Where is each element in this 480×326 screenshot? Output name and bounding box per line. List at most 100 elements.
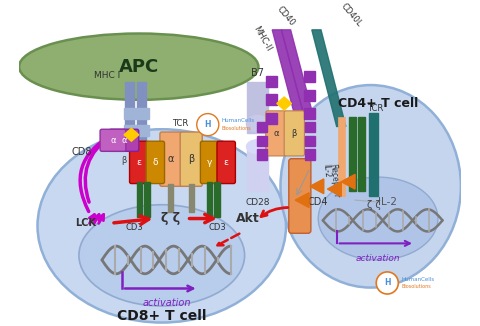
- FancyBboxPatch shape: [284, 111, 304, 156]
- Polygon shape: [277, 97, 291, 110]
- Bar: [258, 82, 268, 133]
- Polygon shape: [281, 30, 313, 117]
- Bar: [266, 113, 277, 124]
- Polygon shape: [312, 30, 346, 126]
- Bar: [124, 125, 149, 136]
- Text: activation: activation: [356, 254, 400, 262]
- Text: ζ ζ: ζ ζ: [161, 212, 180, 225]
- Bar: [137, 82, 146, 142]
- Bar: [257, 122, 267, 132]
- Polygon shape: [327, 182, 341, 197]
- Polygon shape: [124, 128, 139, 141]
- Text: α: α: [168, 154, 174, 164]
- Ellipse shape: [246, 140, 268, 154]
- Text: α: α: [121, 136, 127, 145]
- Bar: [348, 117, 356, 191]
- Text: CD28: CD28: [245, 198, 270, 207]
- FancyBboxPatch shape: [289, 159, 311, 233]
- Text: CD8+ T cell: CD8+ T cell: [117, 308, 206, 322]
- Text: CD3: CD3: [208, 223, 226, 232]
- Bar: [168, 185, 173, 212]
- Text: H: H: [204, 120, 211, 129]
- Ellipse shape: [246, 115, 268, 132]
- Text: β: β: [292, 129, 297, 138]
- Text: Biosolutions: Biosolutions: [222, 126, 252, 131]
- Bar: [124, 108, 149, 119]
- Circle shape: [197, 113, 219, 136]
- Text: CD40L: CD40L: [339, 1, 364, 28]
- Text: activation: activation: [142, 298, 191, 308]
- Text: ζ ζ: ζ ζ: [367, 200, 381, 210]
- Bar: [125, 82, 134, 142]
- Bar: [304, 90, 315, 101]
- Polygon shape: [341, 174, 355, 189]
- Bar: [144, 182, 150, 217]
- Circle shape: [376, 272, 398, 294]
- Bar: [304, 108, 315, 119]
- Text: γ: γ: [207, 158, 212, 167]
- Text: B7: B7: [251, 68, 264, 78]
- Text: α: α: [273, 129, 279, 138]
- Bar: [190, 185, 194, 212]
- Text: TCR: TCR: [172, 119, 188, 128]
- Bar: [304, 71, 315, 82]
- Text: ε: ε: [136, 158, 141, 167]
- Text: CD40: CD40: [275, 5, 297, 28]
- Text: H: H: [384, 278, 391, 288]
- Polygon shape: [272, 30, 304, 117]
- FancyBboxPatch shape: [180, 132, 202, 186]
- Text: APC: APC: [119, 58, 159, 76]
- Ellipse shape: [79, 205, 245, 306]
- Text: CD8: CD8: [72, 147, 92, 157]
- Ellipse shape: [280, 85, 461, 288]
- FancyBboxPatch shape: [146, 141, 165, 184]
- FancyBboxPatch shape: [130, 141, 148, 184]
- Text: Biosolutions: Biosolutions: [401, 284, 431, 289]
- Text: TCR: TCR: [367, 104, 383, 113]
- FancyBboxPatch shape: [266, 111, 286, 156]
- FancyBboxPatch shape: [201, 141, 219, 184]
- Ellipse shape: [19, 34, 258, 100]
- Text: HumanCells: HumanCells: [401, 277, 434, 282]
- Bar: [247, 150, 257, 191]
- Text: IL-2: IL-2: [321, 163, 331, 178]
- Polygon shape: [295, 193, 309, 207]
- Bar: [337, 117, 345, 196]
- Bar: [214, 182, 220, 217]
- Text: ε: ε: [224, 158, 228, 167]
- Text: β: β: [188, 154, 194, 164]
- Text: δ: δ: [153, 158, 158, 167]
- Text: LCK: LCK: [75, 218, 96, 228]
- Ellipse shape: [37, 129, 286, 322]
- Bar: [305, 136, 315, 146]
- Bar: [266, 76, 277, 87]
- Text: MHC-II: MHC-II: [251, 24, 273, 53]
- Text: Akt: Akt: [236, 212, 259, 225]
- Text: CD4: CD4: [308, 197, 328, 207]
- Bar: [305, 150, 315, 160]
- Polygon shape: [310, 179, 324, 194]
- Text: HumanCells: HumanCells: [222, 118, 255, 124]
- Text: CD3: CD3: [125, 223, 143, 232]
- FancyBboxPatch shape: [160, 132, 182, 186]
- Text: α: α: [110, 136, 116, 145]
- Bar: [207, 182, 212, 217]
- Text: CD4+ T cell: CD4+ T cell: [338, 97, 418, 110]
- Bar: [358, 117, 365, 191]
- FancyBboxPatch shape: [100, 129, 126, 151]
- Bar: [258, 150, 268, 191]
- Bar: [257, 136, 267, 146]
- Text: Receptor: Receptor: [328, 163, 340, 198]
- Bar: [247, 82, 257, 133]
- Bar: [257, 150, 267, 160]
- Bar: [137, 182, 143, 217]
- Bar: [369, 113, 378, 196]
- Text: MHC I: MHC I: [94, 71, 120, 81]
- Bar: [305, 122, 315, 132]
- Text: IL-2: IL-2: [378, 197, 397, 207]
- FancyBboxPatch shape: [109, 129, 139, 151]
- FancyBboxPatch shape: [217, 141, 235, 184]
- Bar: [266, 94, 277, 105]
- Ellipse shape: [318, 177, 438, 260]
- Text: β: β: [121, 156, 127, 165]
